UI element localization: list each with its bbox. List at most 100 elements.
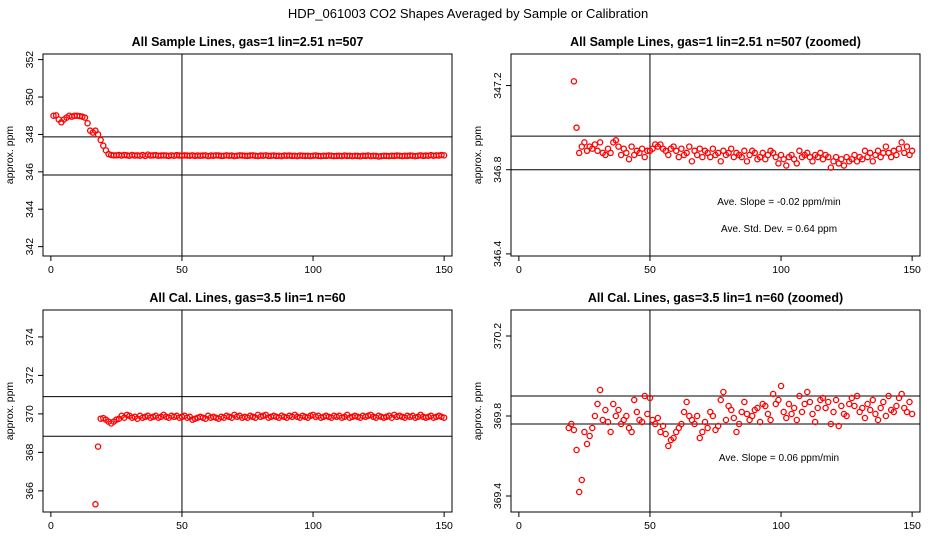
data-point bbox=[882, 143, 890, 150]
data-point bbox=[604, 418, 612, 426]
data-point bbox=[838, 155, 845, 163]
y-tick-label: 369.8 bbox=[492, 403, 504, 429]
data-point bbox=[97, 136, 104, 144]
data-point bbox=[615, 143, 622, 150]
data-point bbox=[633, 408, 641, 416]
data-point bbox=[832, 153, 840, 161]
chart-panel-2: All Sample Lines, gas=1 lin=2.51 n=507 (… bbox=[472, 35, 921, 276]
y-tick-label: 366 bbox=[24, 482, 36, 500]
data-point bbox=[709, 145, 717, 152]
x-tick-label: 50 bbox=[176, 520, 188, 532]
y-tick-label: 342 bbox=[24, 238, 36, 256]
x-tick-label: 0 bbox=[516, 264, 522, 276]
data-point bbox=[903, 143, 911, 150]
x-tick-label: 100 bbox=[772, 264, 790, 276]
data-point bbox=[638, 145, 646, 152]
data-point bbox=[596, 139, 604, 146]
data-point bbox=[783, 414, 790, 422]
data-point bbox=[817, 149, 824, 157]
data-point bbox=[908, 410, 916, 418]
data-point bbox=[573, 124, 580, 131]
data-point bbox=[693, 151, 701, 159]
data-point bbox=[898, 139, 905, 146]
data-point bbox=[738, 408, 745, 416]
data-point bbox=[748, 412, 756, 420]
data-point bbox=[738, 153, 745, 161]
data-point bbox=[777, 382, 785, 390]
data-point bbox=[602, 406, 609, 414]
data-point bbox=[720, 388, 727, 396]
y-axis-label: approx. ppm bbox=[472, 126, 484, 185]
data-point bbox=[665, 151, 672, 159]
chart-title: All Sample Lines, gas=1 lin=2.51 n=507 (… bbox=[570, 35, 861, 49]
data-point bbox=[573, 446, 580, 454]
data-point bbox=[575, 488, 583, 496]
data-point bbox=[885, 392, 892, 400]
data-point bbox=[887, 153, 895, 161]
data-point bbox=[762, 402, 769, 410]
data-point bbox=[735, 420, 743, 428]
plot-frame bbox=[42, 309, 453, 513]
data-point bbox=[610, 400, 617, 408]
annotation-text: Ave. Slope = 0.06 ppm/min bbox=[719, 453, 839, 464]
plot-frame bbox=[42, 53, 453, 257]
data-point bbox=[804, 388, 811, 396]
data-point bbox=[654, 414, 662, 422]
data-point bbox=[908, 147, 916, 155]
data-point bbox=[612, 412, 620, 420]
data-point bbox=[869, 158, 877, 165]
data-point bbox=[596, 386, 604, 394]
data-point bbox=[848, 394, 856, 402]
data-point bbox=[832, 396, 840, 404]
data-point bbox=[819, 394, 827, 402]
x-tick-label: 150 bbox=[903, 264, 921, 276]
data-point bbox=[809, 410, 816, 418]
data-point bbox=[751, 149, 759, 157]
data-point bbox=[714, 149, 722, 157]
data-point bbox=[759, 149, 766, 157]
y-tick-label: 348 bbox=[24, 126, 36, 144]
data-point bbox=[851, 402, 858, 410]
data-point bbox=[646, 394, 654, 402]
data-point bbox=[693, 412, 701, 420]
data-point bbox=[822, 404, 829, 412]
data-point bbox=[824, 398, 832, 406]
data-point bbox=[733, 428, 740, 436]
data-point bbox=[798, 408, 806, 416]
data-point bbox=[741, 398, 748, 406]
data-point bbox=[628, 428, 635, 436]
data-point bbox=[880, 149, 887, 157]
x-tick-label: 100 bbox=[304, 520, 322, 532]
data-point bbox=[838, 402, 845, 410]
data-point bbox=[602, 151, 609, 159]
chart-title: All Sample Lines, gas=1 lin=2.51 n=507 bbox=[132, 35, 364, 49]
data-point bbox=[793, 160, 801, 167]
data-point bbox=[869, 396, 877, 404]
data-point bbox=[801, 400, 808, 408]
data-point bbox=[678, 145, 685, 152]
data-point bbox=[830, 408, 837, 416]
data-point bbox=[859, 404, 866, 412]
y-tick-label: 374 bbox=[24, 328, 36, 346]
data-point bbox=[730, 414, 738, 422]
data-point bbox=[615, 406, 622, 414]
data-point bbox=[722, 416, 730, 424]
data-point bbox=[780, 408, 787, 416]
data-point bbox=[623, 412, 630, 420]
y-tick-label: 346.8 bbox=[492, 156, 504, 182]
annotation-text: Ave. Slope = -0.02 ppm/min bbox=[717, 197, 841, 208]
data-point bbox=[717, 396, 724, 404]
data-point bbox=[788, 410, 795, 418]
data-point bbox=[594, 400, 601, 408]
y-tick-label: 352 bbox=[24, 51, 36, 69]
data-point bbox=[793, 416, 801, 424]
data-point bbox=[769, 390, 777, 398]
data-point bbox=[783, 162, 790, 169]
y-tick-label: 369.4 bbox=[492, 483, 504, 509]
data-point bbox=[570, 426, 578, 434]
x-tick-label: 150 bbox=[903, 520, 921, 532]
data-point bbox=[851, 151, 858, 159]
data-point bbox=[861, 147, 869, 155]
data-point bbox=[94, 443, 102, 450]
